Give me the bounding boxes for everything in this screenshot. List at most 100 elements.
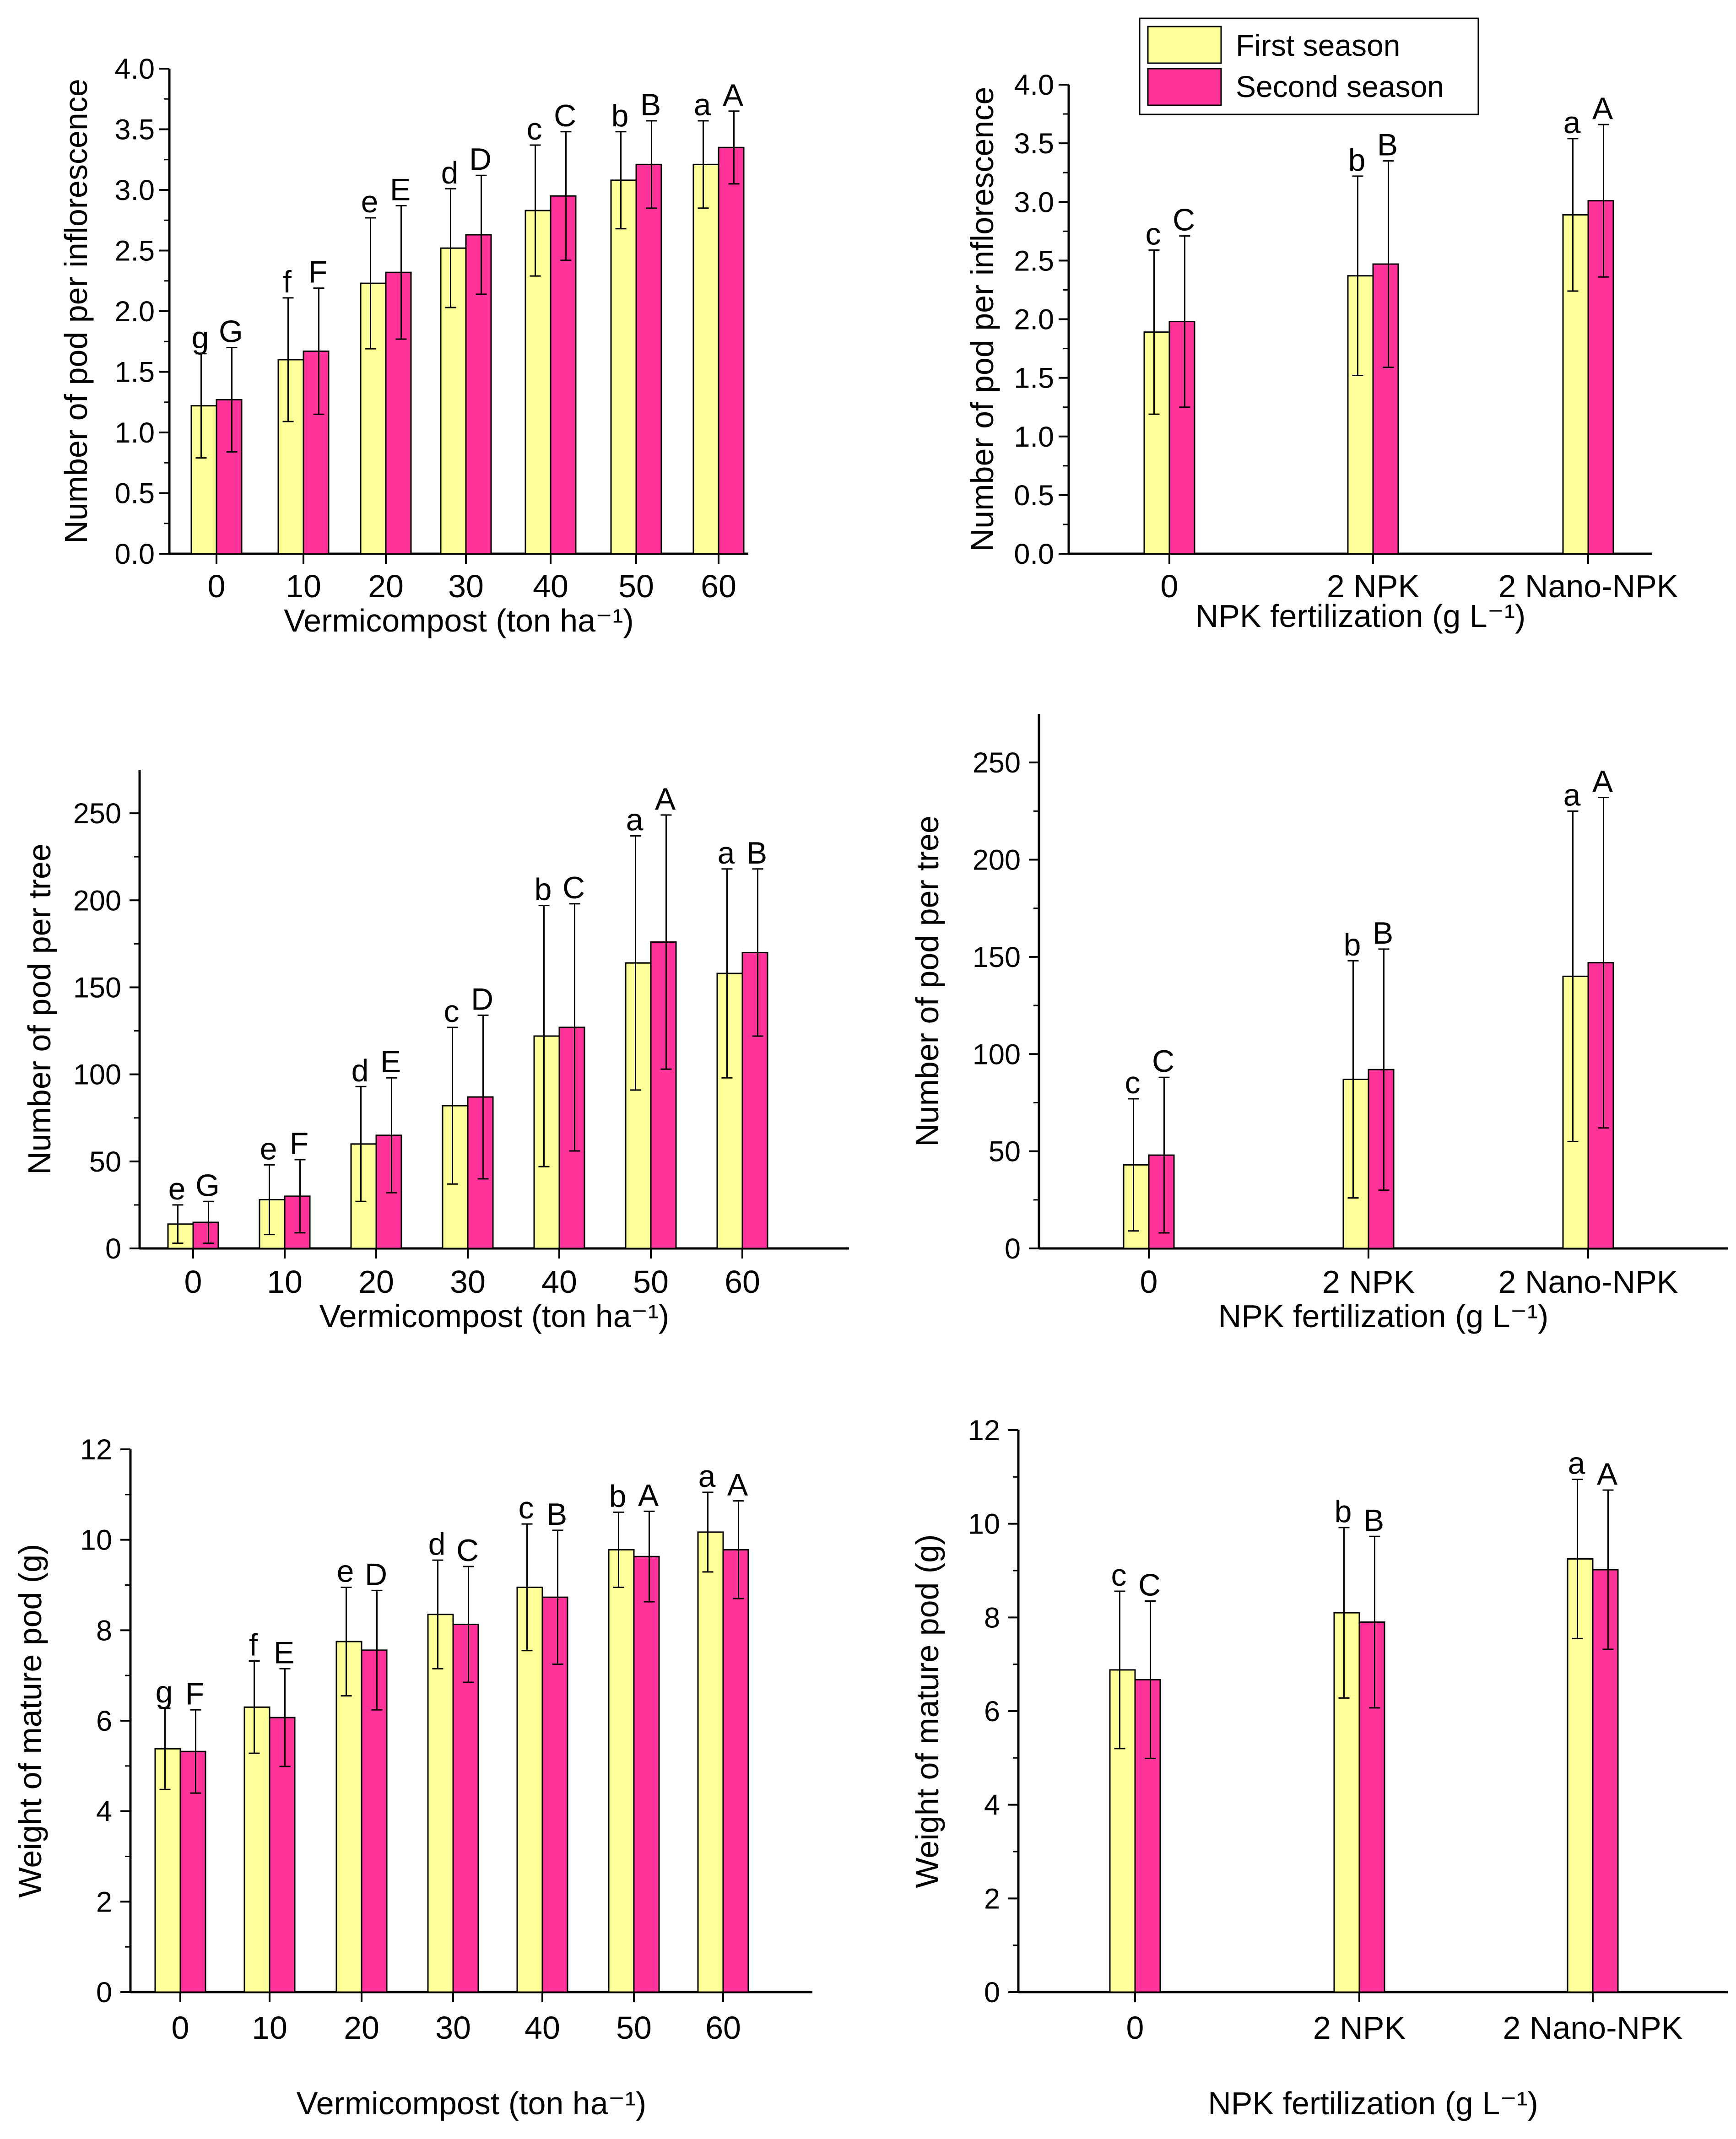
bar-second-season	[452, 1623, 479, 1993]
x-axis-label: Vermicompost (ton ha⁻¹)	[319, 1298, 669, 1334]
y-tick-label: 4	[96, 1796, 112, 1828]
x-axis-label: NPK fertilization (g L⁻¹)	[1195, 598, 1526, 634]
x-tick-label: 0	[208, 568, 226, 604]
y-tick-label: 2.0	[114, 296, 155, 328]
significance-letter: g	[156, 1674, 173, 1709]
bar-second-season	[467, 1096, 494, 1249]
significance-letter: d	[441, 155, 459, 190]
legend-label-second-season: Second season	[1236, 70, 1444, 103]
bar-second-season	[741, 951, 768, 1249]
bar-second-season	[1587, 962, 1614, 1249]
bar-second-season	[1358, 1621, 1385, 1993]
y-tick-label: 0.5	[1014, 480, 1054, 512]
bar-first-season	[716, 972, 743, 1249]
bar-first-season	[154, 1748, 181, 1993]
y-tick-label: 250	[73, 798, 121, 830]
bar-second-season	[1134, 1679, 1161, 1993]
significance-letter: A	[727, 1468, 748, 1502]
bar-second-season	[633, 1556, 660, 1993]
x-tick-label: 10	[252, 2010, 287, 2046]
bar-first-season	[610, 179, 637, 555]
significance-letter: B	[1373, 916, 1393, 951]
bar-first-season	[360, 282, 387, 555]
y-tick-label: 4	[984, 1789, 1000, 1821]
y-tick-label: 0	[984, 1977, 1000, 2009]
y-tick-label: 200	[73, 885, 121, 917]
significance-letter: F	[290, 1126, 309, 1161]
x-tick-label: 30	[448, 568, 484, 604]
significance-letter: E	[380, 1044, 401, 1079]
significance-letter: d	[428, 1527, 446, 1561]
y-tick-label: 6	[984, 1696, 1000, 1728]
significance-letter: a	[626, 803, 644, 837]
x-tick-label: 10	[286, 568, 321, 604]
x-tick-label: 0	[1140, 1264, 1158, 1300]
chart-p5: 0 2 4 6 8 10 12 0 10 20 30 40 50 60 g f e d c b a F E D C B A A Verm…	[12, 1434, 812, 2121]
bar-first-season	[516, 1586, 543, 1993]
y-tick-label: 2.5	[1014, 245, 1054, 277]
bar-second-season	[1148, 1154, 1175, 1249]
bar-first-season	[697, 1531, 724, 1993]
bar-second-season	[1368, 1069, 1395, 1249]
significance-letter: B	[746, 836, 767, 870]
significance-letter: c	[519, 1491, 534, 1525]
significance-letter: f	[249, 1628, 258, 1663]
bar-second-season	[192, 1221, 219, 1249]
bar-second-season	[1168, 321, 1195, 555]
x-tick-label: 40	[525, 2010, 560, 2046]
y-tick-label: 150	[73, 972, 121, 1004]
x-tick-label: 2 NPK	[1322, 1264, 1415, 1300]
bar-second-season	[216, 399, 243, 555]
significance-letter: a	[698, 1459, 716, 1494]
y-tick-label: 1.0	[114, 417, 155, 449]
significance-letter: C	[562, 870, 585, 905]
y-tick-label: 1.5	[1014, 362, 1054, 394]
significance-letter: C	[554, 98, 576, 133]
x-tick-label: 20	[344, 2010, 379, 2046]
significance-letter: e	[260, 1131, 277, 1166]
y-tick-label: 6	[96, 1705, 112, 1737]
bar-first-season	[1143, 331, 1170, 555]
significance-letter: A	[638, 1478, 659, 1512]
bar-first-season	[442, 1105, 469, 1249]
x-tick-label: 50	[618, 568, 654, 604]
y-tick-label: 3.0	[114, 174, 155, 206]
y-tick-label: 250	[973, 747, 1021, 779]
bar-first-season	[625, 962, 652, 1249]
significance-letter: a	[694, 87, 711, 122]
bar-first-season	[692, 163, 719, 555]
significance-letter: a	[718, 836, 735, 870]
bar-first-season	[1562, 975, 1589, 1249]
bar-second-season	[303, 350, 330, 555]
bar-second-season	[269, 1717, 296, 1993]
bar-second-season	[1592, 1569, 1619, 1993]
y-axis-label: Number of pod per tree	[909, 816, 945, 1147]
significance-letter: C	[1173, 203, 1195, 238]
bar-second-season	[465, 234, 492, 555]
x-tick-label: 10	[267, 1264, 303, 1300]
significance-letter: G	[219, 314, 243, 349]
y-tick-label: 150	[973, 941, 1021, 973]
significance-letter: b	[1348, 143, 1366, 178]
x-tick-label: 60	[705, 2010, 741, 2046]
significance-letter: B	[1363, 1503, 1384, 1538]
y-axis-label: Weight of mature pod (g)	[909, 1534, 945, 1888]
significance-letter: C	[456, 1533, 479, 1568]
significance-letter: f	[283, 265, 292, 299]
significance-letter: A	[655, 782, 676, 816]
bar-second-season	[1372, 263, 1399, 555]
x-tick-label: 50	[616, 2010, 652, 2046]
significance-letter: B	[1377, 128, 1398, 162]
significance-letter: F	[308, 255, 328, 290]
significance-letter: E	[274, 1635, 294, 1670]
significance-letter: d	[352, 1053, 369, 1088]
legend-swatch-second-season	[1147, 68, 1222, 106]
bar-second-season	[650, 941, 677, 1249]
y-tick-label: 12	[80, 1434, 112, 1466]
significance-letter: D	[365, 1557, 387, 1592]
y-tick-label: 0	[96, 1977, 112, 2009]
y-axis-label: Weight of mature pod (g)	[12, 1544, 48, 1898]
significance-letter: a	[1563, 105, 1581, 140]
x-tick-label: 2 Nano-NPK	[1498, 568, 1678, 604]
y-tick-label: 1.0	[1014, 421, 1054, 453]
